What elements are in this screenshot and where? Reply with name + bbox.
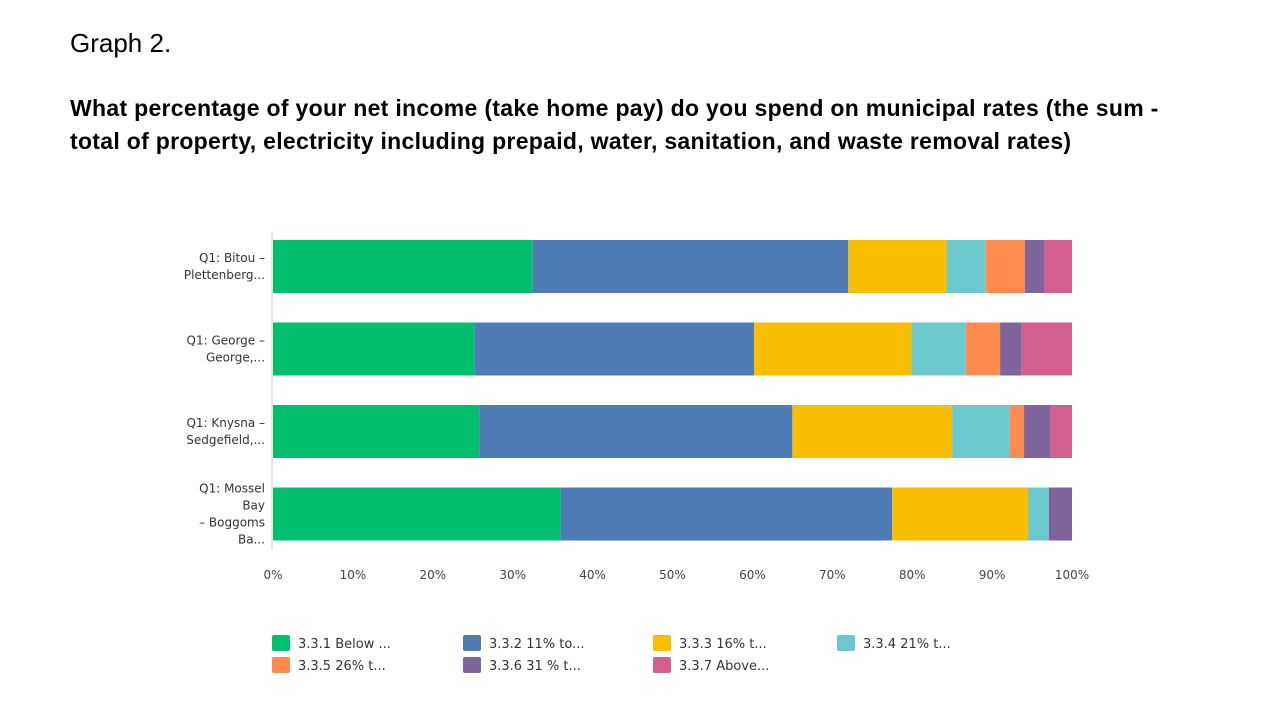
survey-question-title: What percentage of your net income (take… <box>70 95 1159 154</box>
bar-segment-4-6 <box>1048 487 1072 541</box>
category-label-1: Q1: Bitou – Plettenberg... <box>184 251 265 282</box>
legend: 3.3.1 Below ... 3.3.2 11% to... 3.3.3 16% … <box>272 635 951 674</box>
x-tick-label: 60% <box>739 568 766 582</box>
x-tick-label: 30% <box>499 568 526 582</box>
bar-segment-2-6 <box>1000 322 1022 376</box>
category-labels: Q1: Bitou – Plettenberg... Q1: George – Geo… <box>184 251 265 547</box>
graph-label: Graph 2. <box>70 28 172 58</box>
bar-segment-1-4 <box>946 240 986 293</box>
bar-segment-2-4 <box>911 322 966 376</box>
x-tick-label: 100% <box>1055 568 1089 582</box>
category-label-3: Q1: Knysna – Sedgefield,... <box>186 416 265 447</box>
category-label-4: Q1: Mossel Bay – Boggoms Ba... <box>199 482 265 547</box>
bar-segment-3-4 <box>952 405 1010 458</box>
legend-label-1: 3.3.1 Below ... <box>298 637 391 652</box>
bar-segment-4-2 <box>560 487 893 541</box>
bar-segment-3-2 <box>479 405 793 458</box>
x-tick-label: 80% <box>899 568 926 582</box>
legend-label-3: 3.3.3 16% t... <box>679 637 767 652</box>
legend-swatch-2 <box>463 635 481 651</box>
legend-swatch-1 <box>272 635 290 651</box>
x-axis-ticks: 0% 10% 20% 30% 40% 50% 60% 70% 80% 90% 100% <box>263 568 1089 582</box>
legend-label-6: 3.3.6 31 % t... <box>489 659 581 674</box>
x-tick-label: 10% <box>340 568 367 582</box>
bar-segment-3-1 <box>273 405 480 458</box>
legend-swatch-5 <box>272 657 290 673</box>
bar-segment-1-6 <box>1024 240 1045 293</box>
bar-segment-2-2 <box>474 322 754 376</box>
bar-segment-3-5 <box>1009 405 1025 458</box>
legend-label-7: 3.3.7 Above... <box>679 659 769 674</box>
bar-segment-4-3 <box>892 487 1029 541</box>
bar-segment-3-6 <box>1024 405 1051 458</box>
bars-group <box>273 240 1072 541</box>
legend-swatch-7 <box>653 657 671 673</box>
legend-label-5: 3.3.5 26% t... <box>298 659 386 674</box>
legend-label-2: 3.3.2 11% to... <box>489 637 584 652</box>
bar-segment-1-5 <box>985 240 1025 293</box>
bar-segment-1-2 <box>532 240 849 293</box>
bar-segment-2-3 <box>753 322 912 376</box>
bar-segment-1-1 <box>273 240 533 293</box>
x-tick-label: 40% <box>579 568 606 582</box>
bar-segment-2-7 <box>1021 322 1072 376</box>
x-tick-label: 0% <box>263 568 282 582</box>
legend-label-4: 3.3.4 21% t... <box>863 637 951 652</box>
bar-segment-2-5 <box>965 322 1001 376</box>
x-tick-label: 70% <box>819 568 846 582</box>
bar-segment-4-4 <box>1028 487 1049 541</box>
bar-segment-4-1 <box>273 487 561 541</box>
legend-swatch-6 <box>463 657 481 673</box>
x-tick-label: 20% <box>419 568 446 582</box>
legend-swatch-4 <box>837 635 855 651</box>
legend-swatch-3 <box>653 635 671 651</box>
bar-segment-1-3 <box>848 240 947 293</box>
category-label-2: Q1: George – George,... <box>187 334 266 365</box>
x-tick-label: 50% <box>659 568 686 582</box>
bar-segment-2-1 <box>273 322 475 376</box>
bar-segment-3-3 <box>792 405 953 458</box>
x-tick-label: 90% <box>979 568 1006 582</box>
bar-segment-3-7 <box>1050 405 1072 458</box>
bar-segment-1-7 <box>1044 240 1072 293</box>
